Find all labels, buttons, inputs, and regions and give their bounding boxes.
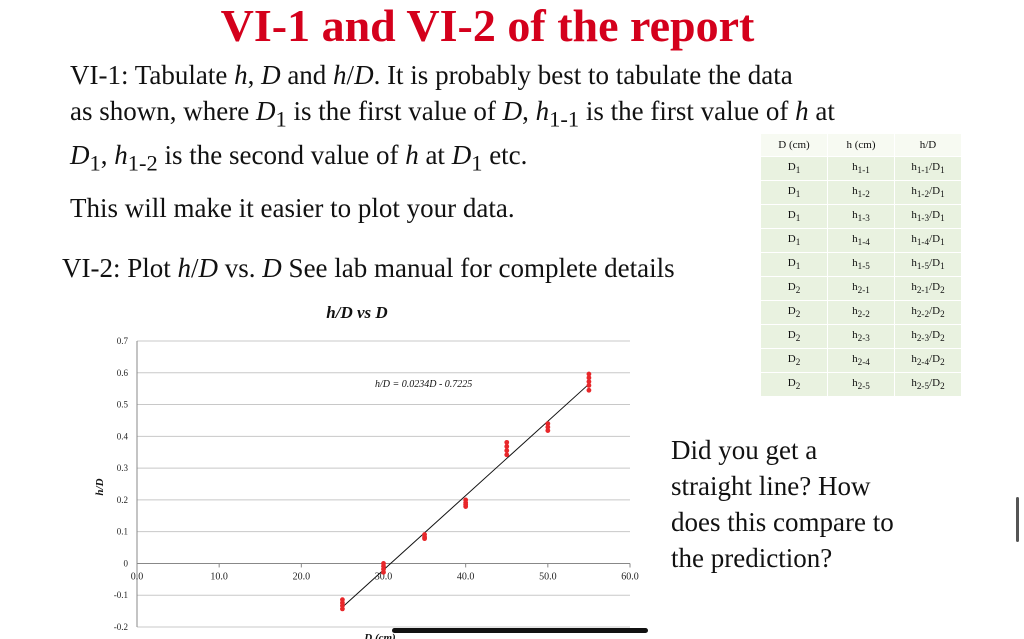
table-header: h/D xyxy=(894,133,962,157)
table-cell: h2-4 xyxy=(827,348,895,373)
x-tick-label: 40.0 xyxy=(457,571,475,582)
table-row: D2 h2-2 h2-2/D2 xyxy=(760,300,962,325)
y-tick-label: 0.3 xyxy=(117,463,129,473)
question-text: Did you get a straight line? How does th… xyxy=(671,432,894,576)
table-cell: h2-1 xyxy=(827,276,895,301)
table-cell: h1-3 xyxy=(827,204,895,229)
table-row: D1 h1-1 h1-1/D1 xyxy=(760,156,962,181)
x-axis-label: D (cm) xyxy=(363,632,395,639)
scrollbar[interactable] xyxy=(1016,497,1019,542)
data-point xyxy=(545,428,551,434)
table-cell: D2 xyxy=(760,324,828,349)
y-tick-label: 0.1 xyxy=(117,527,128,537)
question-line: does this compare to xyxy=(671,507,894,537)
table-cell: h2-2 xyxy=(827,300,895,325)
table-header: h (cm) xyxy=(827,133,895,157)
data-point xyxy=(586,383,592,388)
table-cell: D2 xyxy=(760,348,828,373)
y-tick-label: 0.7 xyxy=(117,336,129,346)
table-cell: D1 xyxy=(760,252,828,277)
table-row: D2 h2-1 h2-1/D2 xyxy=(760,276,962,301)
x-tick-label: 30.0 xyxy=(375,571,393,582)
table-cell: h2-1/D2 xyxy=(894,276,962,301)
table-cell: h1-2 xyxy=(827,180,895,205)
table-cell: D2 xyxy=(760,276,828,301)
scatter-chart: -0.2 -0.1 0 0.1 0.2 0.3 0.4 0.5 0.6 0.7 0.0 10.0 20.… xyxy=(94,303,639,639)
table-cell: D2 xyxy=(760,372,828,397)
x-tick-label: 50.0 xyxy=(539,571,557,582)
vi2-instructions: VI-2: Plot h/D vs. D See lab manual for … xyxy=(62,253,675,283)
y-tick-label: 0.6 xyxy=(117,368,129,378)
data-point xyxy=(381,561,386,566)
vi1-line-2: as shown, where D1 is the first value of… xyxy=(70,96,835,132)
table-cell: D1 xyxy=(760,228,828,253)
table-cell: h1-4 xyxy=(827,228,895,253)
table-row: D2 h2-5 h2-5/D2 xyxy=(760,372,962,397)
vi1-instructions: VI-1: Tabulate h, D and h/D. It is proba… xyxy=(70,57,835,182)
x-tick-label: 60.0 xyxy=(621,571,639,582)
data-point xyxy=(504,448,510,454)
table-row: D1 h1-2 h1-2/D1 xyxy=(760,180,962,205)
table-header-row: D (cm) h (cm) h/D xyxy=(760,133,962,157)
data-point xyxy=(504,439,510,445)
table-cell: h1-5/D1 xyxy=(894,252,962,277)
table-cell: D1 xyxy=(760,180,828,205)
table-cell: h2-3 xyxy=(827,324,895,349)
y-tick-label: 0.5 xyxy=(117,400,129,410)
table-cell: h1-3/D1 xyxy=(894,204,962,229)
slide-title: VI-1 and VI-2 of the report xyxy=(220,0,755,51)
data-point xyxy=(586,371,592,377)
table-cell: h1-4/D1 xyxy=(894,228,962,253)
data-point xyxy=(340,597,345,603)
table-header: D (cm) xyxy=(760,133,828,157)
table-cell: h2-5 xyxy=(827,372,895,397)
table-cell: h1-1 xyxy=(827,156,895,181)
trendline-equation: h/D = 0.0234D - 0.7225 xyxy=(375,379,472,390)
data-point xyxy=(586,375,592,381)
data-point xyxy=(586,387,592,393)
vi1-line-3: D1, h1-2 is the second value of h at D1 … xyxy=(70,140,528,176)
table-cell: D1 xyxy=(760,156,828,181)
question-line: the prediction? xyxy=(671,543,833,573)
table-row: D1 h1-3 h1-3/D1 xyxy=(760,204,962,229)
data-point xyxy=(586,379,592,385)
data-point xyxy=(504,444,510,449)
question-line: straight line? How xyxy=(671,471,871,501)
table-cell: D2 xyxy=(760,300,828,325)
y-tick-label: 0 xyxy=(124,558,129,568)
y-tick-label: -0.2 xyxy=(114,622,128,632)
data-point xyxy=(545,421,551,427)
home-indicator-bar xyxy=(392,628,648,633)
table-cell: h2-3/D2 xyxy=(894,324,962,349)
x-tick-label: 0.0 xyxy=(131,571,144,582)
data-point xyxy=(463,497,469,503)
data-point xyxy=(422,532,427,537)
data-point xyxy=(504,452,510,458)
y-tick-label: 0.4 xyxy=(117,431,129,441)
table-row: D2 h2-3 h2-3/D2 xyxy=(760,324,962,349)
data-point xyxy=(545,424,551,430)
data-table: D (cm) h (cm) h/D D1 h1-1 h1-1/D1 D1 h1-2 h1-… xyxy=(760,133,962,397)
table-cell: h2-2/D2 xyxy=(894,300,962,325)
table-cell: h2-4/D2 xyxy=(894,348,962,373)
table-cell: h1-5 xyxy=(827,252,895,277)
y-tick-label: -0.1 xyxy=(114,590,128,600)
x-tick-label: 10.0 xyxy=(210,571,228,582)
table-row: D1 h1-4 h1-4/D1 xyxy=(760,228,962,253)
table-cell: h1-2/D1 xyxy=(894,180,962,205)
easier-text: This will make it easier to plot your da… xyxy=(70,193,515,223)
x-tick-label: 20.0 xyxy=(293,571,311,582)
vi1-line-1: VI-1: Tabulate h, D and h/D. It is proba… xyxy=(70,60,793,90)
table-row: D1 h1-5 h1-5/D1 xyxy=(760,252,962,277)
table-row: D2 h2-4 h2-4/D2 xyxy=(760,348,962,373)
table-cell: h1-1/D1 xyxy=(894,156,962,181)
y-tick-label: 0.2 xyxy=(117,495,128,505)
question-line: Did you get a xyxy=(671,435,818,465)
y-axis-label: h/D xyxy=(94,478,106,495)
chart-title: h/D vs D xyxy=(326,303,387,322)
table-cell: D1 xyxy=(760,204,828,229)
table-cell: h2-5/D2 xyxy=(894,372,962,397)
